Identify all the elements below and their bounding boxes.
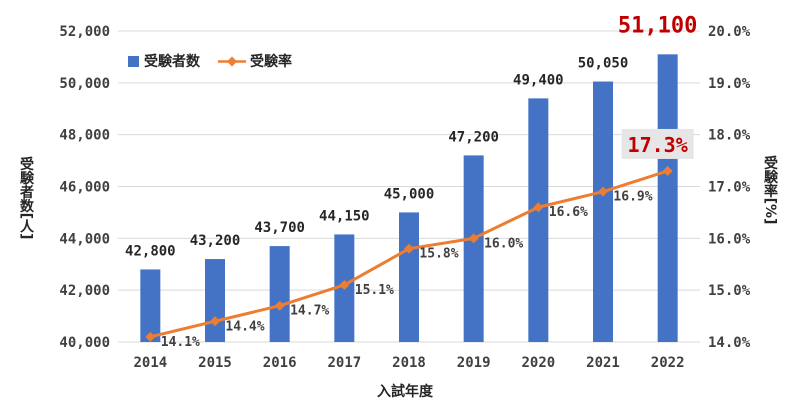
bar-data-label-highlight: 51,100 [618,13,697,38]
right-axis-ticks: 14.0% 15.0% 16.0% 17.0% 18.0% 19.0% 20.0% [708,24,751,351]
x-axis-title: 入試年度 [377,383,434,400]
line-series [145,165,673,342]
x-tick-label: 2019 [457,355,491,371]
bar-data-label: 50,050 [578,56,629,72]
line-marker [533,202,544,213]
line-marker [339,279,350,290]
bar [140,269,161,342]
y-tick-label: 44,000 [59,231,110,247]
y-tick-label: 48,000 [59,128,110,144]
y2-tick-label: 17.0% [708,180,751,196]
rate-data-label: 15.8% [419,247,458,262]
x-tick-label: 2015 [198,355,232,371]
legend-line-label: 受験率 [250,53,292,70]
y-axis-title: 受験者数[人] [18,156,34,239]
bar-data-label: 42,800 [125,243,176,259]
bar [463,155,484,342]
line-marker [145,331,156,342]
x-tick-label: 2022 [651,355,685,371]
rate-data-label-highlight: 17.3% [628,133,688,157]
y2-tick-label: 14.0% [708,335,751,351]
x-tick-label: 2014 [133,355,167,371]
x-tick-label: 2018 [392,355,426,371]
rate-data-label: 16.9% [613,190,652,205]
y-tick-label: 42,000 [59,283,110,299]
line-marker [598,186,608,197]
bar [657,54,678,342]
rate-highlight-bg [621,128,694,159]
bar-data-label: 49,400 [513,72,564,88]
rate-data-label: 15.1% [355,283,394,298]
legend-line-marker [227,56,237,67]
legend-bar-label: 受験者数 [144,53,201,70]
bar [593,81,613,342]
bar [269,246,290,342]
bar-data-label: 43,200 [190,233,241,249]
left-axis-ticks: 40,000 42,000 44,000 46,000 48,000 50,000 52,0… [59,24,110,351]
bar-data-label: 44,150 [319,208,370,224]
line-marker [210,316,220,327]
y-tick-label: 46,000 [59,180,110,196]
bar-data-label: 43,700 [254,220,305,236]
y2-tick-label: 15.0% [708,283,751,299]
line-marker [274,300,285,311]
y2-tick-label: 20.0% [708,24,751,40]
legend-bar-swatch [128,56,139,67]
y2-tick-label: 18.0% [708,128,751,144]
x-tick-label: 2017 [327,355,361,371]
bar [205,259,225,342]
bar [399,212,419,342]
y-tick-label: 52,000 [59,24,110,40]
y2-tick-label: 19.0% [708,76,751,92]
x-tick-label: 2021 [586,355,620,371]
legend: 受験者数 受験率 [128,53,292,70]
rate-data-label: 14.1% [161,335,200,350]
bar-data-label: 45,000 [384,186,435,202]
x-axis-ticks: 2014 2015 2016 2017 2018 2019 2020 2021 2022 [133,355,684,371]
line-marker [468,233,479,244]
line-data-labels: 14.1% 14.4% 14.7% 15.1% 15.8% 16.0% 16.6% 16.9%… [161,128,694,350]
y-tick-label: 40,000 [59,335,110,351]
rate-data-label: 14.7% [290,304,329,319]
y-tick-label: 50,000 [59,76,110,92]
x-tick-label: 2020 [521,355,555,371]
y2-axis-title: 受験率[%] [762,155,778,225]
bar-series [140,54,678,342]
rate-data-label: 16.6% [549,205,588,220]
rate-data-label: 14.4% [225,319,264,334]
y2-tick-label: 16.0% [708,231,751,247]
bar [528,98,549,342]
x-tick-label: 2016 [263,355,297,371]
rate-data-label: 16.0% [484,236,523,251]
bar-data-labels: 42,800 43,200 43,700 44,150 45,000 47,200 49,4… [125,13,697,259]
line-marker [404,243,414,254]
line-marker [662,165,673,176]
bar-data-label: 47,200 [448,129,499,145]
